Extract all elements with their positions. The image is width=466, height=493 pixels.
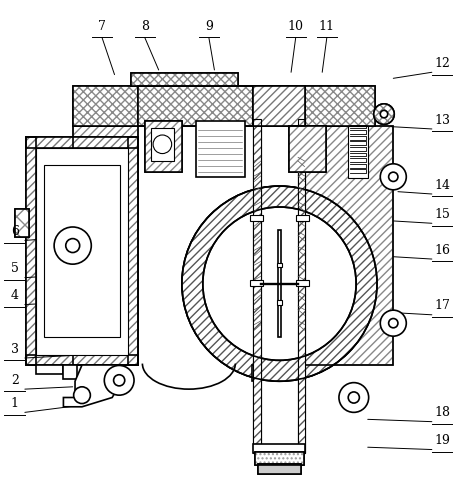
Text: 6: 6 — [11, 225, 19, 238]
Text: 19: 19 — [434, 434, 450, 447]
Bar — [26, 138, 138, 365]
Circle shape — [380, 164, 406, 190]
Bar — [258, 464, 301, 474]
Bar — [14, 210, 28, 237]
Bar — [348, 126, 368, 178]
Bar — [145, 121, 182, 172]
Bar — [289, 126, 326, 172]
Circle shape — [202, 207, 356, 361]
Bar — [26, 138, 138, 147]
Bar — [298, 119, 306, 453]
Text: 7: 7 — [98, 20, 106, 33]
Bar — [26, 355, 138, 365]
Bar — [73, 86, 375, 126]
Polygon shape — [73, 126, 138, 365]
Bar — [254, 86, 306, 126]
Bar — [131, 73, 238, 86]
Bar — [131, 73, 238, 86]
Circle shape — [389, 172, 398, 181]
Bar — [138, 86, 254, 126]
Bar — [73, 86, 375, 126]
Bar — [26, 138, 36, 365]
Text: 3: 3 — [11, 343, 19, 355]
Text: 14: 14 — [434, 178, 450, 192]
Bar — [298, 119, 306, 453]
Circle shape — [66, 239, 80, 252]
Text: 10: 10 — [288, 20, 304, 33]
Bar — [131, 73, 238, 86]
Circle shape — [380, 310, 406, 336]
Bar — [151, 128, 174, 161]
Bar — [145, 121, 182, 172]
Bar — [255, 452, 304, 465]
Text: 16: 16 — [434, 244, 450, 257]
Bar — [254, 444, 306, 453]
Bar — [254, 119, 261, 453]
Bar — [255, 452, 304, 465]
Text: 12: 12 — [434, 57, 450, 70]
Circle shape — [203, 207, 356, 360]
Circle shape — [374, 104, 394, 124]
Polygon shape — [182, 186, 377, 381]
Bar — [254, 86, 306, 126]
Circle shape — [182, 186, 377, 381]
Text: 17: 17 — [434, 299, 450, 313]
Bar — [254, 119, 261, 453]
Circle shape — [153, 135, 171, 154]
Text: 9: 9 — [205, 20, 213, 33]
Bar — [26, 138, 138, 147]
Bar — [298, 119, 306, 453]
Bar — [145, 121, 182, 172]
Bar — [138, 86, 254, 126]
Bar — [14, 210, 28, 237]
Bar — [250, 281, 263, 286]
Bar — [277, 263, 282, 267]
Text: 2: 2 — [11, 374, 19, 387]
Bar — [250, 215, 263, 221]
Text: 15: 15 — [434, 208, 450, 221]
Bar — [63, 365, 77, 379]
Bar — [44, 165, 120, 337]
Bar — [296, 281, 309, 286]
Bar — [258, 464, 301, 474]
Text: 13: 13 — [434, 113, 450, 127]
Text: 4: 4 — [11, 289, 19, 302]
Bar — [258, 464, 301, 474]
Circle shape — [389, 318, 398, 328]
Bar — [14, 210, 28, 237]
Bar — [138, 86, 254, 126]
Text: 18: 18 — [434, 406, 450, 420]
Circle shape — [74, 387, 90, 404]
Text: 8: 8 — [141, 20, 149, 33]
Circle shape — [54, 227, 91, 264]
Circle shape — [114, 375, 125, 386]
Bar — [36, 147, 128, 355]
Circle shape — [374, 104, 394, 124]
Bar — [289, 126, 326, 172]
Bar — [26, 355, 138, 365]
Bar — [255, 452, 304, 465]
Bar — [278, 230, 281, 337]
Bar — [36, 365, 63, 374]
Bar — [289, 126, 326, 172]
Bar — [196, 121, 245, 177]
Bar — [128, 138, 138, 365]
Bar — [73, 86, 375, 126]
Text: 1: 1 — [11, 397, 19, 410]
Text: 5: 5 — [11, 262, 19, 275]
Circle shape — [348, 392, 359, 403]
Bar — [296, 215, 309, 221]
Circle shape — [380, 110, 388, 118]
Circle shape — [104, 365, 134, 395]
Polygon shape — [252, 365, 254, 381]
Polygon shape — [63, 365, 122, 407]
Bar — [26, 138, 36, 365]
Bar — [128, 138, 138, 365]
Polygon shape — [306, 126, 393, 365]
Circle shape — [339, 383, 369, 412]
Text: 11: 11 — [319, 20, 335, 33]
Bar — [254, 119, 261, 453]
Bar — [254, 86, 306, 126]
Bar — [277, 300, 282, 305]
